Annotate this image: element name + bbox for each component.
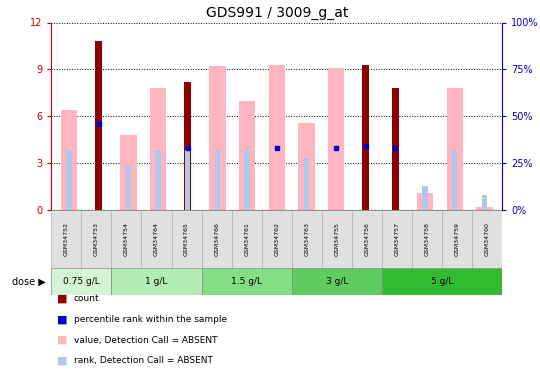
Bar xyxy=(201,268,292,295)
Text: count: count xyxy=(74,294,99,303)
Text: rank, Detection Call = ABSENT: rank, Detection Call = ABSENT xyxy=(74,356,213,365)
Bar xyxy=(382,210,412,268)
Bar xyxy=(66,150,72,210)
Bar xyxy=(141,210,172,268)
Bar xyxy=(292,268,382,295)
Title: GDS991 / 3009_g_at: GDS991 / 3009_g_at xyxy=(206,6,348,20)
Bar xyxy=(210,66,226,210)
Bar xyxy=(352,210,382,268)
Bar xyxy=(82,210,111,268)
Text: GSM34757: GSM34757 xyxy=(395,222,400,256)
Text: 1 g/L: 1 g/L xyxy=(145,277,168,286)
Bar xyxy=(452,150,457,210)
Bar xyxy=(126,165,131,210)
Bar xyxy=(51,268,111,295)
Bar xyxy=(303,158,309,210)
Bar xyxy=(111,210,141,268)
Bar xyxy=(382,268,502,295)
Bar xyxy=(215,150,220,210)
Text: GSM34765: GSM34765 xyxy=(184,222,189,256)
Bar xyxy=(472,210,502,268)
Text: GSM34755: GSM34755 xyxy=(334,222,339,256)
Bar xyxy=(120,135,137,210)
Bar xyxy=(156,150,161,210)
Bar xyxy=(201,210,232,268)
Bar xyxy=(447,88,463,210)
Text: dose ▶: dose ▶ xyxy=(12,277,46,286)
Bar xyxy=(245,150,250,210)
Text: 3 g/L: 3 g/L xyxy=(326,277,348,286)
Bar xyxy=(298,123,315,210)
Bar xyxy=(185,150,191,210)
Bar xyxy=(111,268,201,295)
Bar xyxy=(392,88,399,210)
Text: 1.5 g/L: 1.5 g/L xyxy=(231,277,262,286)
Text: ■: ■ xyxy=(57,315,67,324)
Bar xyxy=(262,210,292,268)
Text: ■: ■ xyxy=(57,335,67,345)
Text: GSM34758: GSM34758 xyxy=(424,222,429,256)
Text: 5 g/L: 5 g/L xyxy=(431,277,453,286)
Text: percentile rank within the sample: percentile rank within the sample xyxy=(74,315,227,324)
Text: GSM34752: GSM34752 xyxy=(64,222,69,256)
Text: GSM34760: GSM34760 xyxy=(485,222,490,256)
Text: GSM34763: GSM34763 xyxy=(305,222,309,256)
Text: ■: ■ xyxy=(57,294,67,304)
Bar xyxy=(51,210,82,268)
Bar xyxy=(172,210,201,268)
Text: GSM34764: GSM34764 xyxy=(154,222,159,256)
Text: GSM34753: GSM34753 xyxy=(94,222,99,256)
Text: 0.75 g/L: 0.75 g/L xyxy=(63,277,100,286)
Text: GSM34756: GSM34756 xyxy=(364,222,369,256)
Bar xyxy=(322,210,352,268)
Bar xyxy=(362,64,369,210)
Bar xyxy=(268,64,285,210)
Bar xyxy=(150,88,166,210)
Text: ■: ■ xyxy=(57,356,67,366)
Bar xyxy=(239,100,255,210)
Text: GSM34754: GSM34754 xyxy=(124,222,129,256)
Bar xyxy=(482,195,487,210)
Text: GSM34761: GSM34761 xyxy=(244,222,249,256)
Text: GSM34759: GSM34759 xyxy=(455,222,460,256)
Bar xyxy=(292,210,322,268)
Text: GSM34766: GSM34766 xyxy=(214,222,219,256)
Bar xyxy=(184,82,192,210)
Bar xyxy=(232,210,262,268)
Bar xyxy=(476,207,492,210)
Bar xyxy=(412,210,442,268)
Bar xyxy=(95,41,103,210)
Text: value, Detection Call = ABSENT: value, Detection Call = ABSENT xyxy=(74,336,218,345)
Bar xyxy=(61,110,77,210)
Bar xyxy=(417,193,433,210)
Bar xyxy=(422,186,428,210)
Text: GSM34762: GSM34762 xyxy=(274,222,279,256)
Bar xyxy=(442,210,472,268)
Bar xyxy=(328,68,344,210)
